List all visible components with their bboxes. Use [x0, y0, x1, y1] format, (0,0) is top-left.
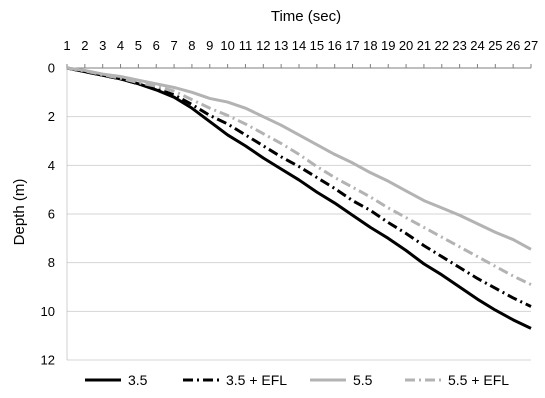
x-axis-title: Time (sec) — [271, 8, 341, 25]
series-line-3 — [66, 66, 532, 251]
x-tick-label: 1 — [63, 38, 70, 53]
x-tick-label: 24 — [470, 38, 484, 53]
y-tick-label: 8 — [48, 255, 55, 270]
x-tick-label: 14 — [292, 38, 306, 53]
y-tick-label: 10 — [41, 304, 55, 319]
series-line-4 — [66, 66, 532, 286]
x-tick-label: 26 — [506, 38, 520, 53]
legend: 3.5 3.5 + EFL 5.5 5.5 + EFL — [85, 372, 509, 388]
x-tick-label: 11 — [239, 38, 253, 53]
axes — [66, 64, 532, 360]
y-tick-labels: 0 2 4 6 8 10 12 — [41, 61, 55, 368]
x-tick-label: 9 — [206, 38, 213, 53]
series-line-1 — [66, 66, 532, 330]
y-tick-label: 2 — [48, 109, 55, 124]
y-tick-label: 12 — [41, 353, 55, 368]
legend-label-1: 3.5 — [128, 372, 148, 388]
legend-label-3: 5.5 — [353, 372, 373, 388]
x-tick-label: 13 — [274, 38, 288, 53]
y-axis-title: Depth (m) — [11, 179, 28, 246]
x-tick-label: 15 — [310, 38, 324, 53]
x-tick-label: 16 — [327, 38, 341, 53]
x-tick-label: 21 — [417, 38, 431, 53]
x-tick-label: 5 — [135, 38, 142, 53]
x-tick-label: 17 — [345, 38, 359, 53]
series-line-2 — [66, 66, 532, 308]
x-tick-label: 20 — [399, 38, 413, 53]
y-tick-label: 0 — [48, 61, 55, 76]
y-tick-label: 4 — [48, 158, 55, 173]
y-tick-label: 6 — [48, 207, 55, 222]
gridlines — [67, 116, 531, 361]
x-tick-label: 22 — [435, 38, 449, 53]
x-tick-label: 18 — [363, 38, 377, 53]
x-tick-label: 4 — [117, 38, 124, 53]
x-tick-labels: 1 2 3 4 5 6 7 8 9 10 11 12 13 14 15 16 17 18 19 20 21 22 23 24 2… — [63, 38, 538, 53]
x-tick-label: 10 — [220, 38, 234, 53]
legend-label-4: 5.5 + EFL — [448, 372, 509, 388]
x-tick-label: 12 — [256, 38, 270, 53]
x-tick-label: 27 — [524, 38, 538, 53]
x-tick-label: 19 — [381, 38, 395, 53]
x-tick-label: 8 — [188, 38, 195, 53]
x-tick-label: 6 — [153, 38, 160, 53]
x-tick-label: 2 — [81, 38, 88, 53]
legend-label-2: 3.5 + EFL — [226, 372, 287, 388]
series-lines — [66, 66, 532, 330]
x-tick-label: 7 — [170, 38, 177, 53]
x-tick-label: 23 — [452, 38, 466, 53]
x-tick-label: 3 — [99, 38, 106, 53]
x-tick-label: 25 — [488, 38, 502, 53]
